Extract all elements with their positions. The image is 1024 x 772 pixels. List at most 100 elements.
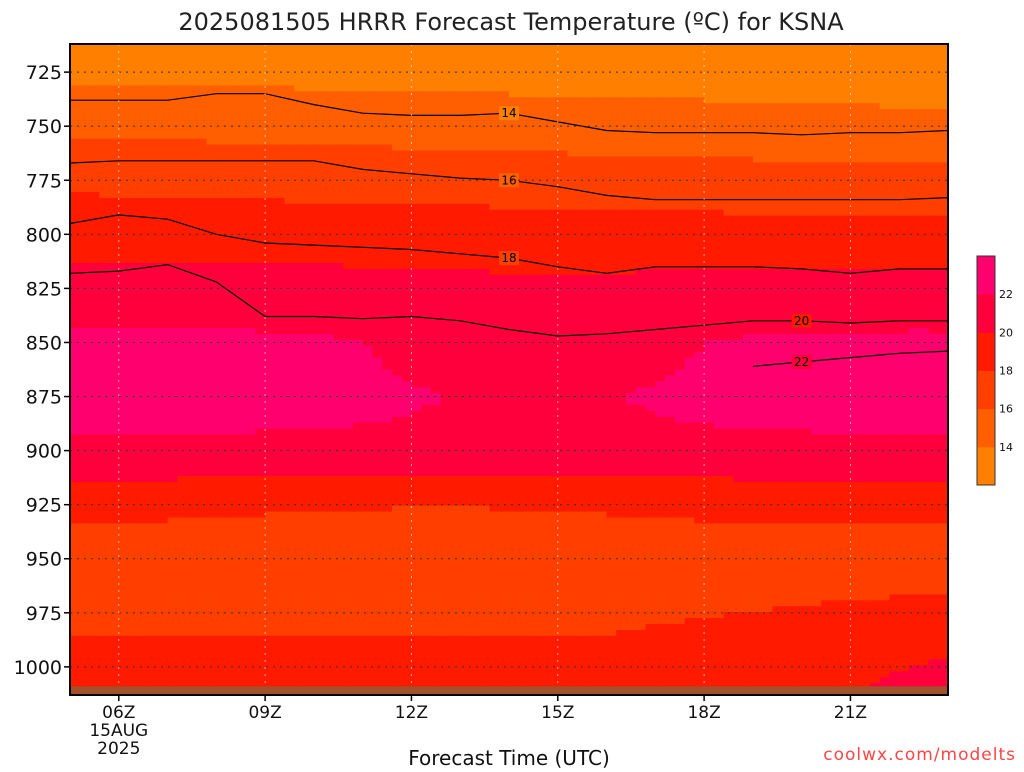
- field-cell: [362, 274, 374, 282]
- field-cell: [421, 85, 432, 92]
- field-cell: [157, 156, 169, 163]
- field-cell: [469, 517, 481, 524]
- field-cell: [226, 487, 237, 495]
- field-cell: [109, 399, 120, 406]
- field-cell: [294, 582, 305, 590]
- field-cell: [79, 523, 91, 530]
- field-cell: [352, 464, 364, 471]
- field-cell: [382, 67, 393, 75]
- field-cell: [187, 85, 198, 92]
- field-cell: [343, 150, 354, 158]
- field-cell: [255, 529, 266, 536]
- field-cell: [226, 416, 237, 424]
- field-cell: [479, 144, 491, 152]
- field-cell: [226, 552, 237, 560]
- field-cell: [235, 280, 247, 288]
- field-cell: [245, 541, 256, 548]
- field-cell: [148, 505, 159, 513]
- field-cell: [70, 381, 81, 388]
- field-cell: [128, 61, 139, 69]
- field-cell: [177, 588, 188, 595]
- field-cell: [245, 635, 256, 643]
- field-cell: [70, 73, 81, 81]
- field-cell: [206, 499, 217, 507]
- field-cell: [196, 227, 208, 234]
- field-cell: [216, 558, 227, 566]
- field-cell: [99, 126, 110, 134]
- field-cell: [479, 328, 491, 335]
- field-cell: [196, 67, 208, 75]
- field-cell: [196, 115, 208, 122]
- field-cell: [352, 470, 364, 477]
- field-cell: [187, 221, 198, 229]
- field-cell: [372, 470, 383, 477]
- field-cell: [304, 452, 315, 459]
- field-cell: [235, 245, 247, 252]
- field-cell: [440, 405, 452, 412]
- field-cell: [206, 239, 217, 246]
- field-cell: [313, 375, 325, 382]
- field-cell: [265, 369, 276, 377]
- field-cell: [372, 422, 383, 430]
- field-cell: [313, 132, 325, 140]
- field-cell: [187, 44, 198, 51]
- field-cell: [157, 582, 169, 590]
- field-cell: [177, 487, 188, 495]
- field-cell: [89, 470, 100, 477]
- field-cell: [460, 552, 471, 560]
- field-cell: [323, 629, 334, 637]
- field-cell: [79, 582, 91, 590]
- field-cell: [382, 333, 393, 341]
- field-cell: [284, 629, 295, 637]
- field-cell: [391, 570, 403, 578]
- field-cell: [294, 115, 305, 122]
- field-cell: [401, 103, 413, 110]
- field-cell: [216, 262, 227, 270]
- field-cell: [109, 653, 120, 661]
- field-cell: [499, 280, 510, 288]
- field-cell: [79, 61, 91, 69]
- field-cell: [79, 286, 91, 294]
- field-cell: [469, 186, 481, 193]
- field-cell: [479, 623, 491, 631]
- field-cell: [284, 67, 295, 75]
- field-cell: [109, 203, 120, 211]
- field-cell: [304, 422, 315, 430]
- field-cell: [265, 381, 276, 388]
- field-cell: [499, 357, 510, 365]
- field-cell: [460, 493, 471, 501]
- field-cell: [333, 251, 344, 258]
- field-cell: [187, 493, 198, 501]
- field-cell: [177, 671, 188, 678]
- field-cell: [411, 499, 422, 507]
- field-cell: [274, 440, 286, 448]
- field-cell: [167, 399, 178, 406]
- field-cell: [304, 381, 315, 388]
- field-cell: [99, 79, 110, 87]
- field-cell: [157, 511, 169, 519]
- field-cell: [216, 552, 227, 560]
- field-cell: [343, 227, 354, 234]
- field-cell: [294, 351, 305, 359]
- field-cell: [401, 227, 413, 234]
- field-cell: [70, 458, 81, 465]
- field-cell: [274, 618, 286, 625]
- field-cell: [226, 150, 237, 158]
- field-cell: [187, 671, 198, 678]
- field-cell: [235, 375, 247, 382]
- field-cell: [79, 464, 91, 471]
- field-cell: [411, 44, 422, 51]
- field-cell: [245, 126, 256, 134]
- field-cell: [362, 446, 374, 453]
- field-cell: [343, 440, 354, 448]
- field-cell: [489, 109, 500, 116]
- field-cell: [187, 665, 198, 672]
- field-cell: [216, 286, 227, 294]
- field-cell: [411, 547, 422, 554]
- field-cell: [187, 49, 198, 57]
- field-cell: [469, 191, 481, 199]
- field-cell: [372, 369, 383, 377]
- field-cell: [294, 517, 305, 524]
- field-cell: [411, 635, 422, 643]
- field-cell: [440, 345, 452, 353]
